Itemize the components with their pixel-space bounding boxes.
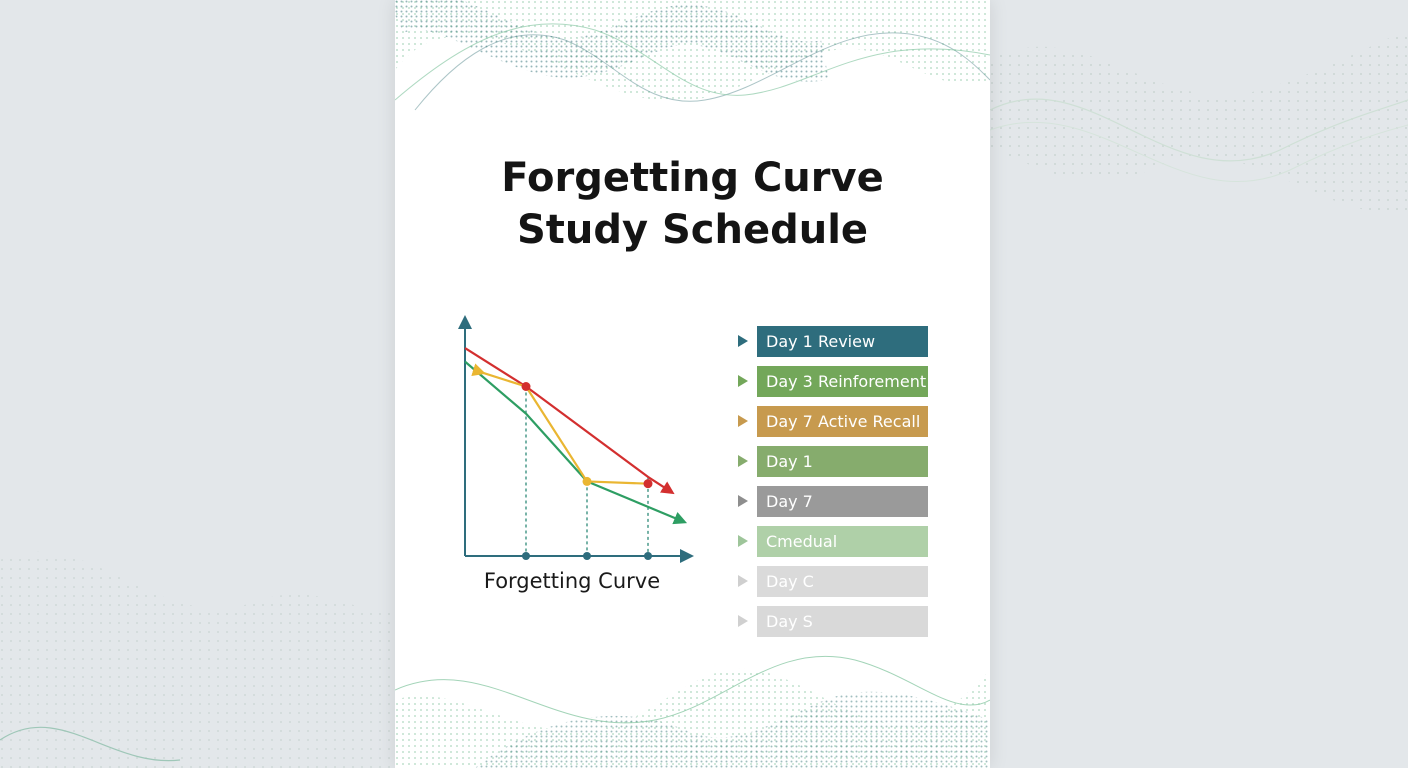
page-wave-decoration bbox=[395, 0, 990, 768]
x-marker-dot-3 bbox=[644, 552, 652, 560]
chart-x-axis-label: Forgetting Curve bbox=[484, 569, 660, 593]
legend-item: Day 7 bbox=[733, 486, 933, 517]
legend-item: Day 3 Reinforement bbox=[733, 366, 933, 397]
legend-item-label: Day C bbox=[757, 566, 928, 597]
legend-item-label: Cmedual bbox=[757, 526, 928, 557]
legend-item-label: Day S bbox=[757, 606, 928, 637]
play-arrow-icon bbox=[738, 455, 748, 467]
legend-item-label: Day 7 Active Recall bbox=[757, 406, 928, 437]
play-arrow-icon bbox=[738, 375, 748, 387]
play-arrow-icon bbox=[738, 495, 748, 507]
play-arrow-icon bbox=[738, 535, 748, 547]
legend-item-label: Day 1 bbox=[757, 446, 928, 477]
x-marker-dot-2 bbox=[583, 552, 591, 560]
legend-item: Day S bbox=[733, 606, 933, 637]
schedule-legend: Day 1 Review Day 3 Reinforement Day 7 Acti… bbox=[733, 326, 933, 646]
play-arrow-icon bbox=[738, 335, 748, 347]
curve-point-3 bbox=[582, 476, 592, 486]
play-arrow-icon bbox=[738, 415, 748, 427]
curve-line-2 bbox=[464, 360, 688, 525]
x-marker-dot-1 bbox=[522, 552, 530, 560]
legend-item: Day 1 Review bbox=[733, 326, 933, 357]
play-arrow-icon bbox=[738, 615, 748, 627]
curve-line-1 bbox=[464, 347, 675, 495]
legend-item: Day C bbox=[733, 566, 933, 597]
legend-item: Day 7 Active Recall bbox=[733, 406, 933, 437]
title-line-2: Study Schedule bbox=[516, 207, 869, 253]
curve-point-2 bbox=[643, 479, 653, 489]
play-arrow-icon bbox=[738, 575, 748, 587]
legend-item-label: Day 1 Review bbox=[757, 326, 928, 357]
curve-line-3 bbox=[471, 363, 649, 485]
legend-item-label: Day 3 Reinforement bbox=[757, 366, 928, 397]
curve-point-1 bbox=[521, 382, 531, 391]
document-title: Forgetting Curve Study Schedule bbox=[395, 152, 990, 256]
title-line-1: Forgetting Curve bbox=[501, 155, 884, 201]
document-page: Forgetting Curve Study Schedule Forgetti… bbox=[395, 0, 990, 768]
legend-item: Day 1 bbox=[733, 446, 933, 477]
legend-item: Cmedual bbox=[733, 526, 933, 557]
forgetting-curve-chart: Forgetting Curve bbox=[458, 315, 694, 593]
legend-item-label: Day 7 bbox=[757, 486, 928, 517]
